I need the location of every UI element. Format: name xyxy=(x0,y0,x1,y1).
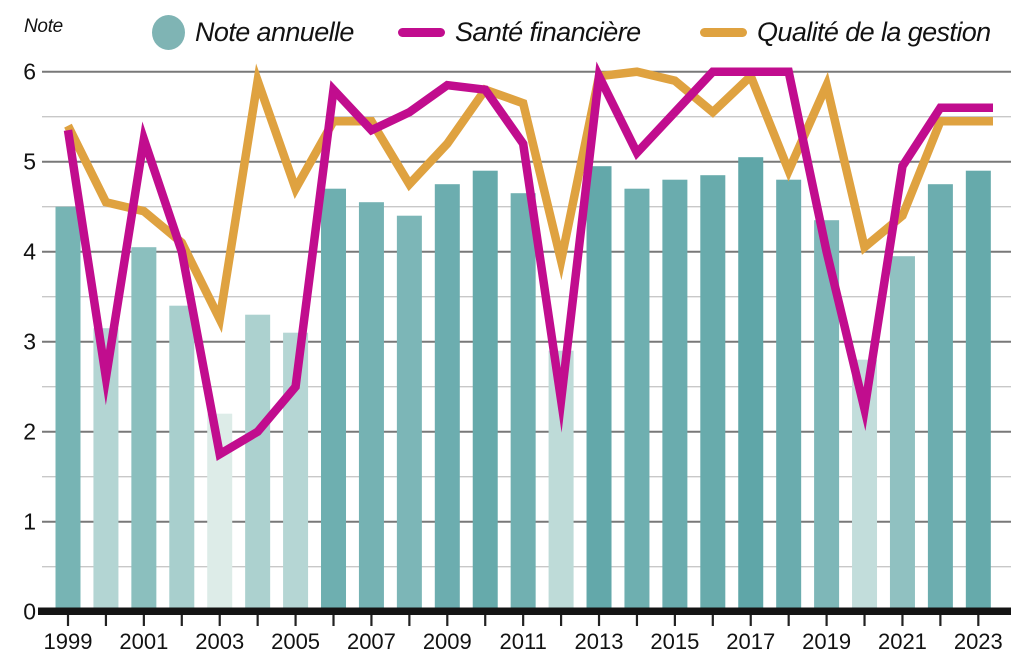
x-tick-2006 xyxy=(332,615,335,626)
legend-label-sante-financiere: Santé financière xyxy=(455,16,641,47)
bar-2008 xyxy=(396,215,422,613)
x-axis-label-2019: 2019 xyxy=(802,629,851,654)
bar-2007 xyxy=(358,202,384,613)
x-tick-2015 xyxy=(673,615,676,626)
y-axis-label-1: 1 xyxy=(23,509,36,535)
x-tick-2009 xyxy=(446,615,449,626)
x-axis-line xyxy=(38,607,1011,615)
x-tick-2019 xyxy=(825,615,828,626)
x-axis-label-2007: 2007 xyxy=(347,629,396,654)
x-axis-label-2009: 2009 xyxy=(423,629,472,654)
bar-2014 xyxy=(624,188,650,613)
x-tick-2013 xyxy=(597,615,601,626)
x-tick-2008 xyxy=(408,615,411,626)
y-axis-label-5: 5 xyxy=(23,149,36,175)
x-axis-label-2005: 2005 xyxy=(271,629,320,654)
x-axis-label-2001: 2001 xyxy=(119,629,168,654)
x-tick-2020 xyxy=(863,615,866,626)
bar-2002 xyxy=(169,305,195,613)
y-axis-label-6: 6 xyxy=(23,59,36,85)
x-tick-2011 xyxy=(522,615,525,626)
x-tick-2003 xyxy=(218,615,221,626)
bar-2010 xyxy=(472,170,498,613)
x-axis-label-2003: 2003 xyxy=(195,629,244,654)
x-tick-2005 xyxy=(294,615,297,626)
x-axis-label-2013: 2013 xyxy=(575,629,624,654)
x-tick-2010 xyxy=(484,615,487,626)
bar-2023 xyxy=(965,170,991,613)
x-axis-label-2021: 2021 xyxy=(878,629,927,654)
bar-2017 xyxy=(738,157,764,613)
note-annuelle-swatch-icon xyxy=(152,14,185,50)
x-tick-2023 xyxy=(977,615,980,626)
x-tick-2016 xyxy=(711,615,714,626)
qualite-gestion-swatch-icon xyxy=(700,27,747,37)
legend-item-qualite-gestion: Qualité de la gestion xyxy=(700,12,991,52)
legend-item-note-annuelle: Note annuelle xyxy=(152,12,354,52)
x-tick-2000 xyxy=(104,615,108,626)
x-axis-label-1999: 1999 xyxy=(44,629,93,654)
y-axis-label-0: 0 xyxy=(23,599,36,625)
sante-financiere-line xyxy=(63,61,993,461)
bar-1999 xyxy=(55,206,81,613)
bar-2001 xyxy=(131,247,157,613)
y-axis-label-3: 3 xyxy=(23,329,36,355)
x-axis-label-2015: 2015 xyxy=(650,629,699,654)
bar-2016 xyxy=(700,175,726,613)
x-tick-2001 xyxy=(142,615,145,626)
sante-financiere-swatch-icon xyxy=(398,27,445,37)
x-tick-2017 xyxy=(749,615,752,626)
qualite-gestion-line xyxy=(64,63,993,334)
bar-2021 xyxy=(889,256,915,613)
legend-label-note-annuelle: Note annuelle xyxy=(195,16,354,47)
x-axis-label-2017: 2017 xyxy=(726,629,775,654)
x-tick-2004 xyxy=(256,615,259,626)
x-tick-2022 xyxy=(939,615,942,626)
bar-2006 xyxy=(321,188,347,613)
bar-2009 xyxy=(434,184,460,613)
y-axis-label-2: 2 xyxy=(23,419,36,445)
y-axis-title: Note xyxy=(24,16,63,37)
bar-2013 xyxy=(586,166,612,613)
bar-2018 xyxy=(776,179,802,613)
x-axis-label-2023: 2023 xyxy=(954,629,1003,654)
bar-2015 xyxy=(662,179,688,613)
x-tick-2014 xyxy=(635,615,639,626)
legend-label-qualite-gestion: Qualité de la gestion xyxy=(757,16,991,47)
legend-item-sante-financiere: Santé financière xyxy=(398,12,641,52)
x-tick-2018 xyxy=(787,615,790,626)
bar-2004 xyxy=(245,314,271,613)
x-tick-2021 xyxy=(901,615,904,626)
x-tick-2012 xyxy=(559,615,563,626)
x-tick-1999 xyxy=(66,615,70,626)
x-axis-label-2011: 2011 xyxy=(500,629,547,654)
y-axis-label-4: 4 xyxy=(23,239,36,265)
x-tick-2002 xyxy=(180,615,183,626)
bar-2022 xyxy=(927,184,953,613)
x-tick-2007 xyxy=(370,615,373,626)
bar-2011 xyxy=(510,193,536,613)
